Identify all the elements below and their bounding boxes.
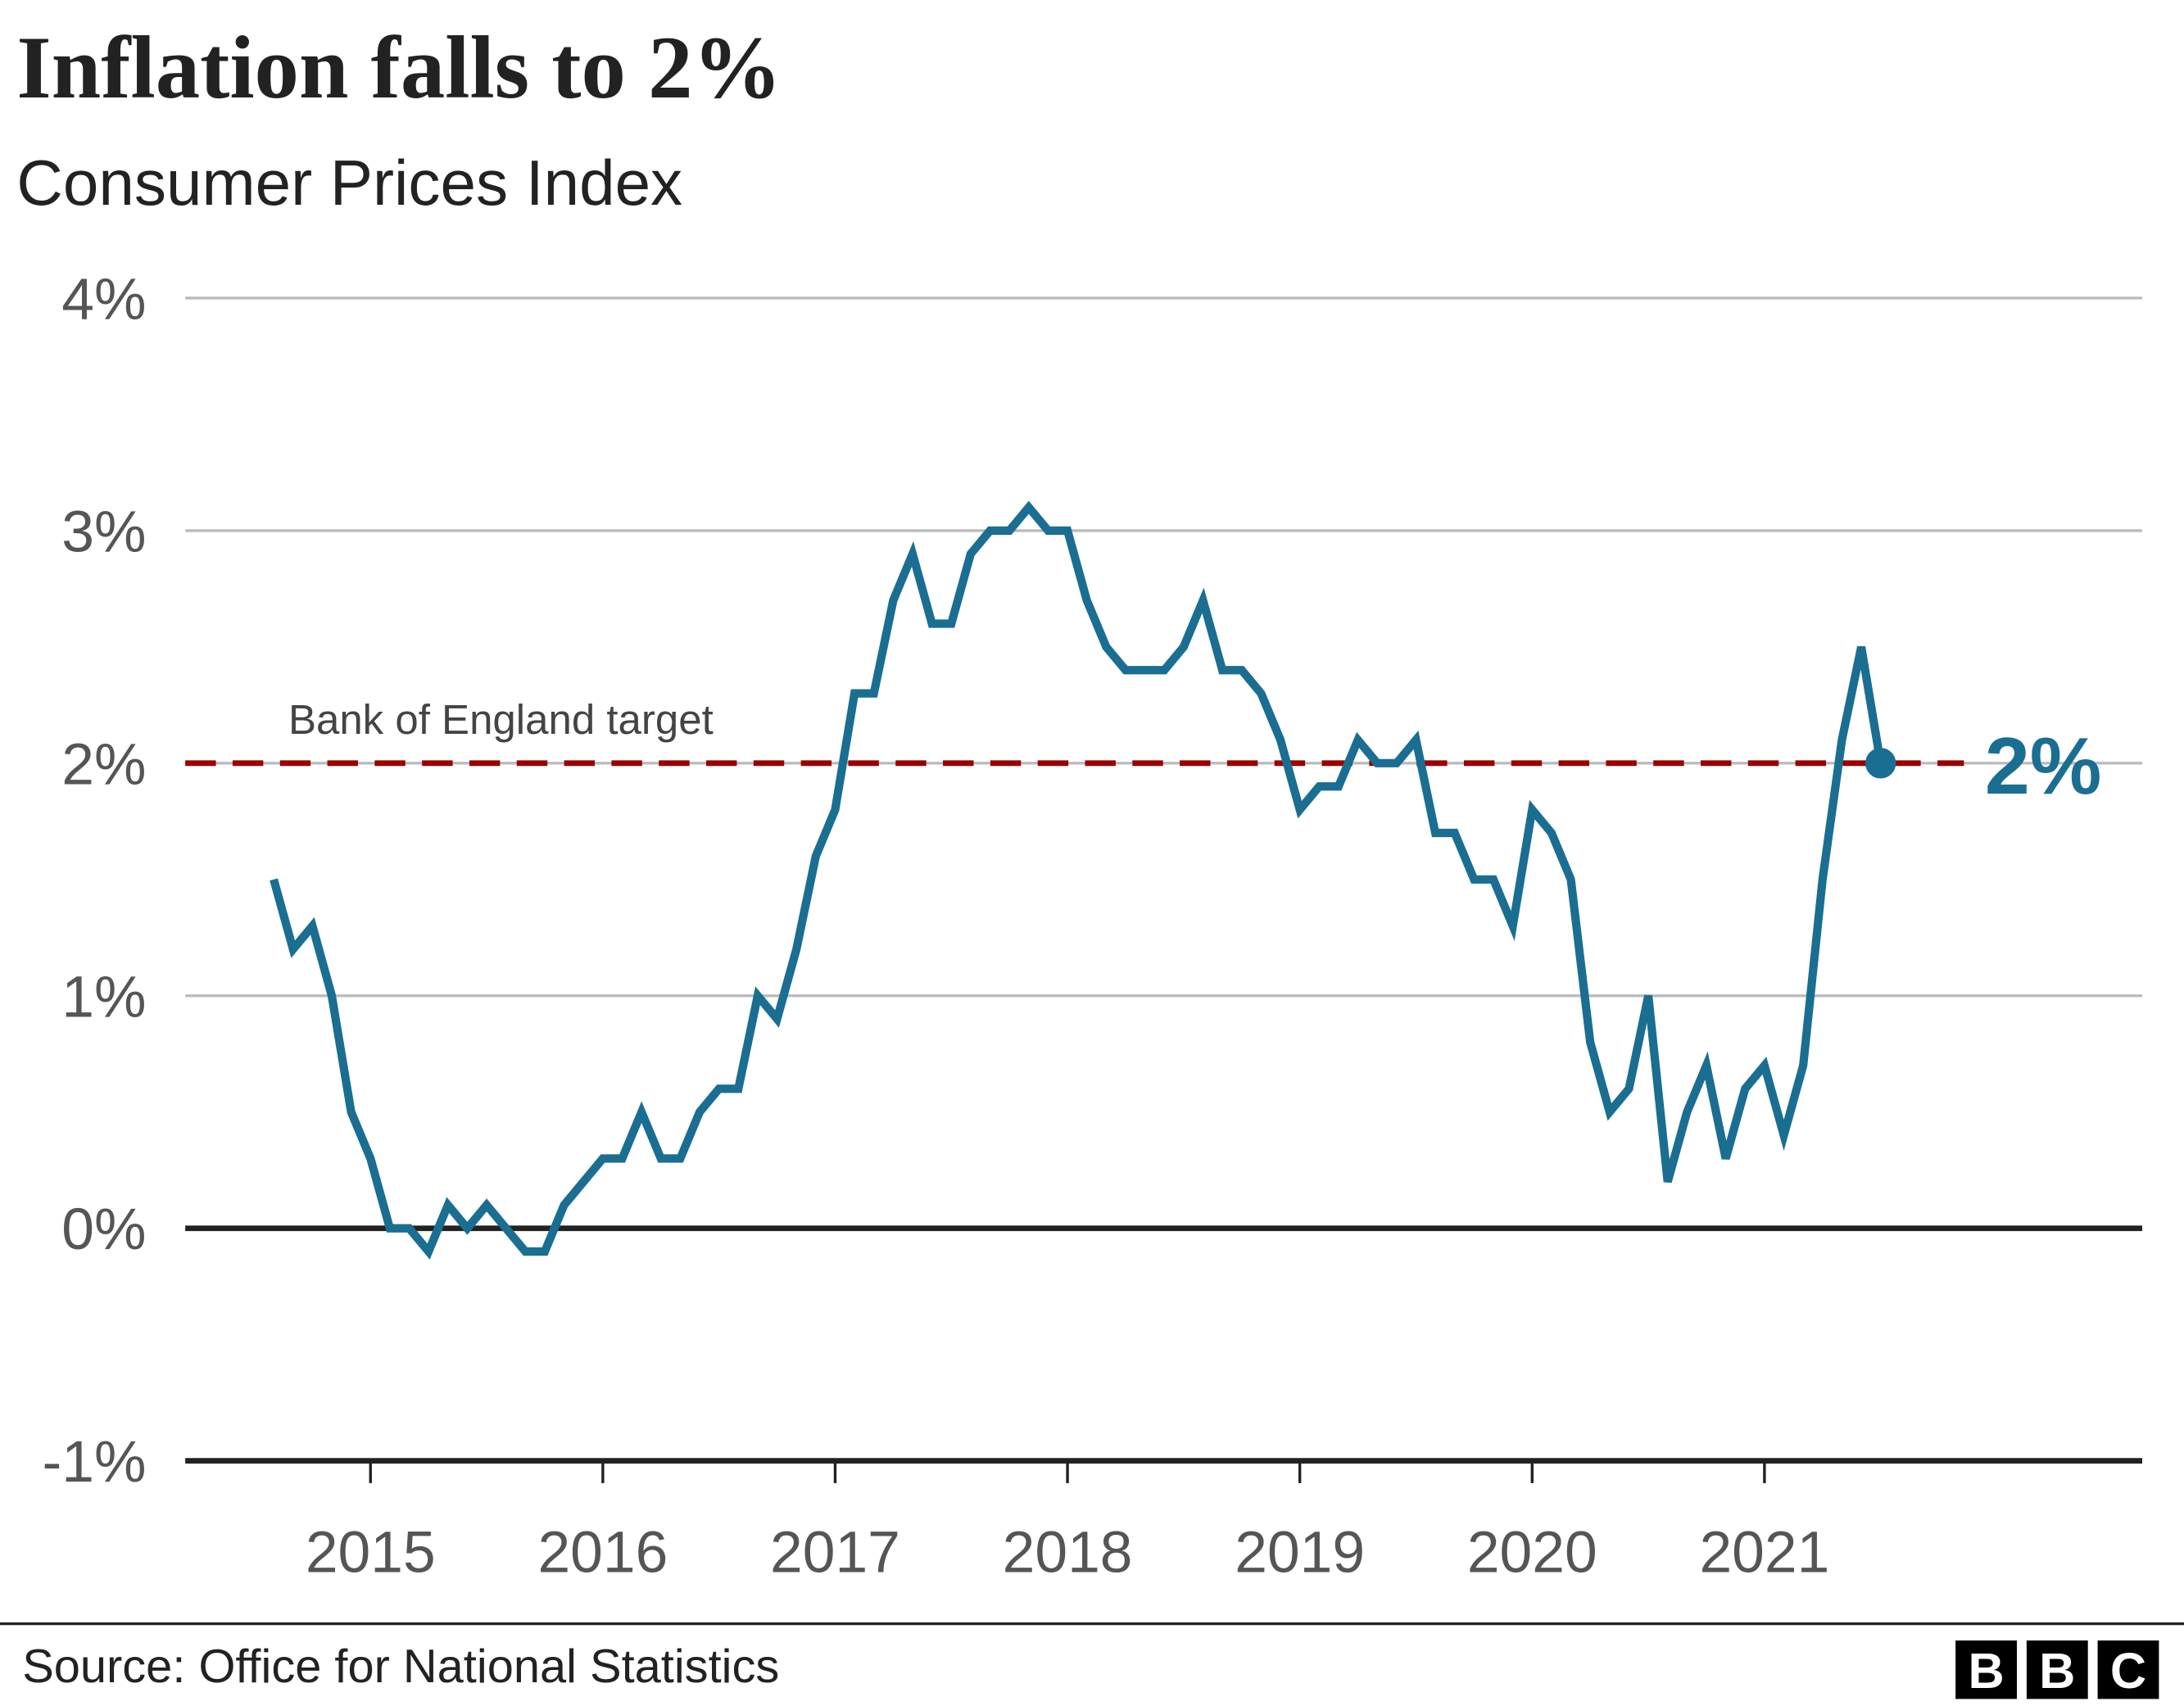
svg-text:B: B	[2039, 1643, 2075, 1699]
chart-subtitle: Consumer Prices Index	[16, 147, 682, 219]
y-axis-ticks: 4% 3% 2% 1% 0% -1%	[43, 266, 147, 1495]
last-value-label: 2%	[1985, 721, 2102, 811]
gridlines	[185, 296, 2142, 1464]
y-tick-label: 4%	[61, 266, 146, 332]
x-tick-label: 2019	[1235, 1520, 1365, 1586]
x-tick-label: 2015	[306, 1520, 436, 1586]
source-text: Source: Office for National Statistics	[22, 1640, 779, 1693]
x-tick-label: 2018	[1003, 1520, 1133, 1586]
y-tick-label: 1%	[61, 964, 146, 1029]
y-tick-label: 3%	[61, 499, 146, 564]
series-group	[270, 500, 1896, 1260]
x-tick-label: 2016	[537, 1520, 668, 1586]
svg-text:B: B	[1968, 1643, 2004, 1699]
y-tick-label: 2%	[61, 731, 146, 797]
y-tick-label: 0%	[61, 1197, 146, 1262]
last-point-marker	[1865, 748, 1896, 779]
x-tick-label: 2017	[770, 1520, 900, 1586]
bbc-logo: B B C	[1955, 1640, 2159, 1699]
x-tick-label: 2020	[1467, 1520, 1597, 1586]
svg-text:C: C	[2110, 1643, 2146, 1699]
x-axis-ticks: 2015 2016 2017 2018 2019 2020 2021	[306, 1460, 1829, 1586]
chart-title: Inflation falls to 2%	[16, 18, 782, 117]
reference-line-label: Bank of England target	[288, 696, 714, 743]
series-line	[270, 500, 1885, 1260]
x-tick-label: 2021	[1699, 1520, 1829, 1586]
y-tick-label: -1%	[43, 1429, 147, 1495]
